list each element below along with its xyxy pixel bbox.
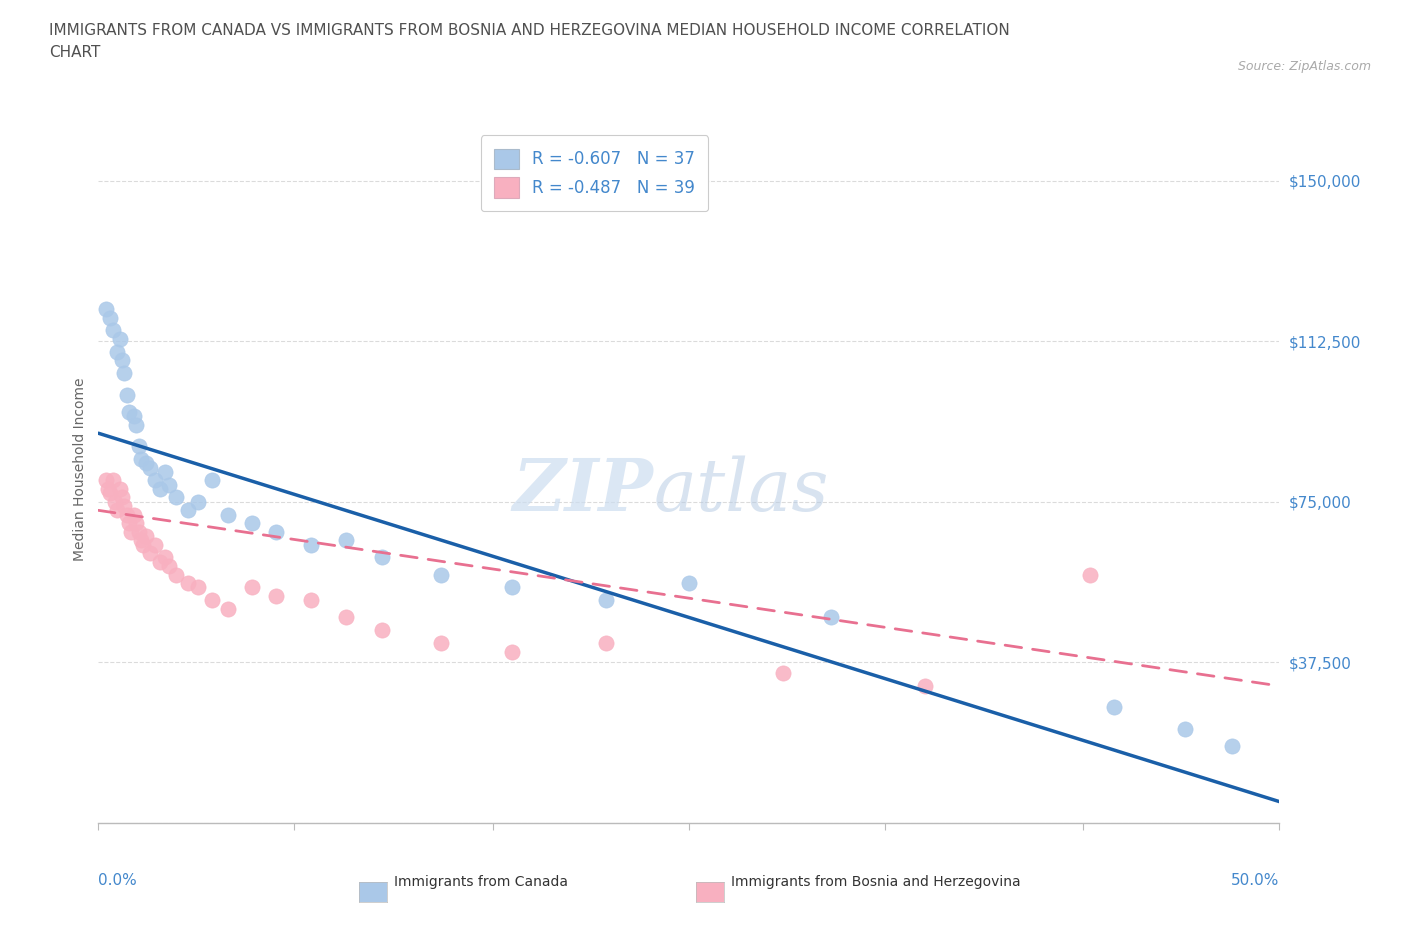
Point: [94, 473, 117, 488]
Point: [153, 550, 176, 565]
Point: [128, 525, 150, 539]
Point: [143, 538, 166, 552]
Point: [101, 323, 124, 338]
Point: [122, 408, 145, 423]
Point: [101, 473, 124, 488]
Point: [108, 332, 131, 347]
Point: [115, 387, 138, 402]
Point: [264, 525, 287, 539]
Point: [111, 353, 134, 368]
Point: [335, 610, 357, 625]
Point: [335, 533, 357, 548]
Point: [201, 473, 224, 488]
Point: [772, 666, 794, 681]
Point: [430, 636, 453, 651]
Point: [97, 482, 120, 497]
Text: Source: ZipAtlas.com: Source: ZipAtlas.com: [1237, 60, 1371, 73]
Text: atlas: atlas: [654, 456, 830, 526]
Point: [149, 554, 172, 569]
Point: [118, 405, 141, 419]
Point: [177, 576, 200, 591]
Point: [122, 507, 145, 522]
Point: [139, 546, 162, 561]
Point: [125, 418, 148, 432]
Point: [108, 482, 131, 497]
Point: [105, 503, 128, 518]
Point: [217, 507, 239, 522]
Point: [430, 567, 453, 582]
Point: [111, 490, 134, 505]
Point: [299, 592, 322, 607]
Point: [139, 460, 162, 475]
Point: [217, 602, 239, 617]
Point: [264, 589, 287, 604]
Text: 50.0%: 50.0%: [1232, 872, 1279, 887]
Point: [914, 679, 936, 694]
Point: [143, 473, 166, 488]
Point: [94, 301, 117, 316]
Point: [157, 559, 180, 574]
Point: [595, 636, 617, 651]
Point: [132, 538, 155, 552]
Point: [149, 482, 172, 497]
Point: [112, 365, 135, 380]
Point: [201, 592, 224, 607]
Point: [299, 538, 322, 552]
Point: [165, 490, 187, 505]
Point: [98, 310, 121, 325]
Point: [371, 623, 394, 638]
Point: [129, 451, 152, 466]
Point: [135, 528, 157, 543]
Point: [121, 525, 143, 539]
Text: ZIP: ZIP: [513, 456, 654, 526]
Point: [1220, 738, 1243, 753]
Point: [129, 533, 152, 548]
Point: [128, 439, 150, 454]
Point: [371, 550, 394, 565]
Point: [165, 567, 187, 582]
Point: [153, 464, 176, 479]
Point: [105, 344, 128, 359]
Text: Immigrants from Bosnia and Herzegovina: Immigrants from Bosnia and Herzegovina: [731, 875, 1021, 889]
Point: [98, 485, 121, 500]
Text: Immigrants from Canada: Immigrants from Canada: [394, 875, 568, 889]
Point: [112, 498, 135, 513]
Point: [595, 592, 617, 607]
Point: [115, 507, 138, 522]
Point: [240, 516, 263, 531]
Point: [125, 516, 148, 531]
Point: [104, 495, 127, 510]
Point: [187, 495, 209, 510]
Point: [820, 610, 842, 625]
Text: IMMIGRANTS FROM CANADA VS IMMIGRANTS FROM BOSNIA AND HERZEGOVINA MEDIAN HOUSEHOL: IMMIGRANTS FROM CANADA VS IMMIGRANTS FRO…: [49, 23, 1010, 60]
Point: [1174, 722, 1197, 737]
Y-axis label: Median Household Income: Median Household Income: [73, 378, 87, 562]
Text: 0.0%: 0.0%: [98, 872, 138, 887]
Point: [177, 503, 200, 518]
Point: [187, 580, 209, 595]
Legend: R = -0.607   N = 37, R = -0.487   N = 39: R = -0.607 N = 37, R = -0.487 N = 39: [481, 135, 709, 211]
Point: [501, 644, 523, 659]
Point: [678, 576, 700, 591]
Point: [240, 580, 263, 595]
Point: [118, 516, 141, 531]
Point: [1080, 567, 1102, 582]
Point: [1102, 700, 1125, 715]
Point: [157, 477, 180, 492]
Point: [135, 456, 157, 471]
Point: [501, 580, 523, 595]
